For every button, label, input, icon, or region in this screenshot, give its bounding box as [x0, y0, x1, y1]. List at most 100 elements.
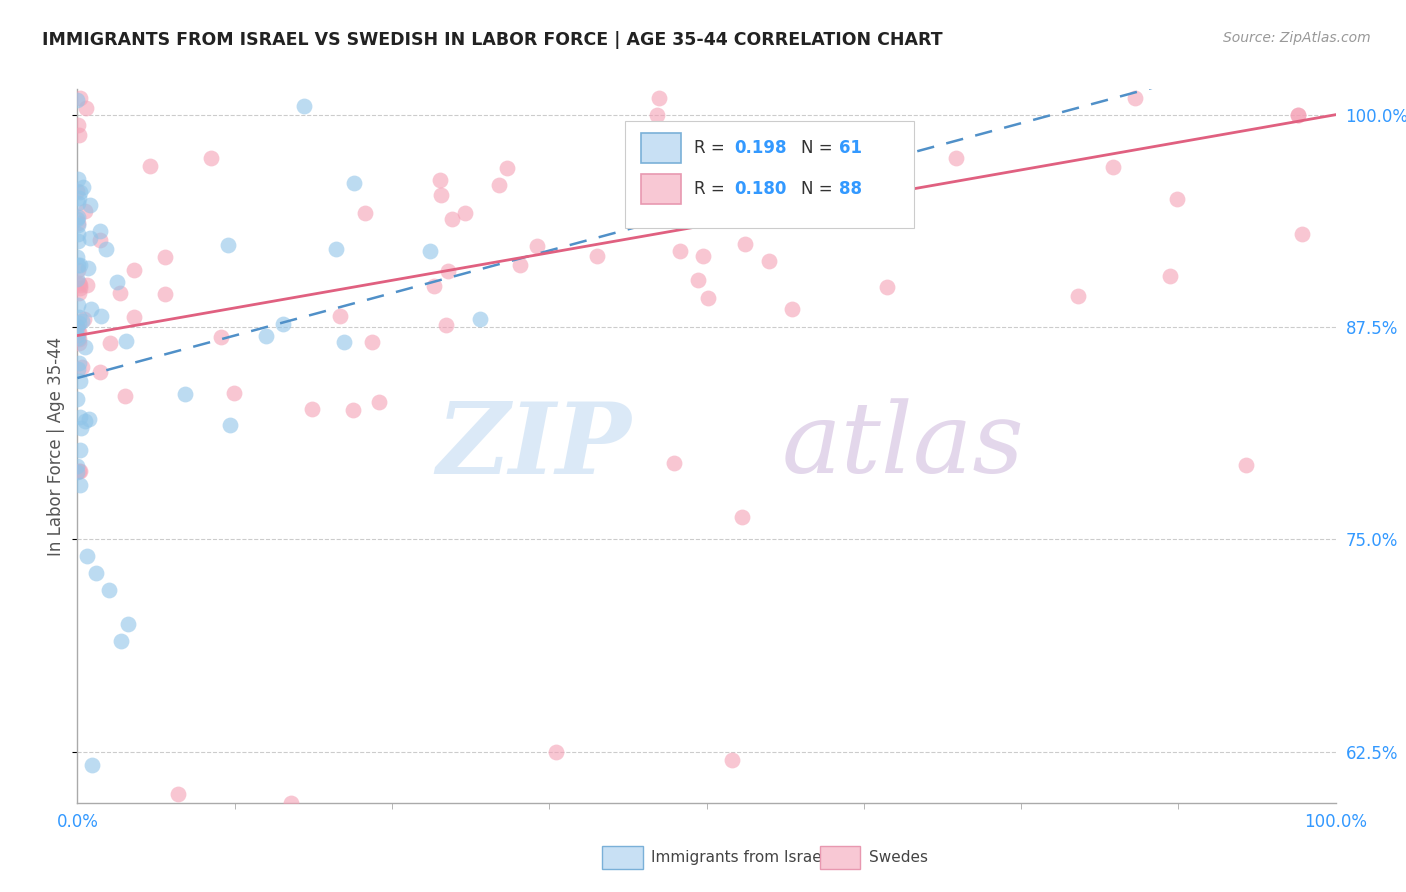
FancyBboxPatch shape [641, 133, 682, 162]
Point [1159, 269, 1181, 284]
Point [66, 327, 89, 342]
Text: 0.198: 0.198 [734, 139, 787, 157]
Point [945, 152, 967, 166]
Point [1166, 192, 1188, 206]
Point [139, 159, 162, 173]
Text: 88: 88 [838, 180, 862, 198]
Point [75, 101, 97, 115]
Text: IMMIGRANTS FROM ISRAEL VS SWEDISH IN LABOR FORCE | AGE 35-44 CORRELATION CHART: IMMIGRANTS FROM ISRAEL VS SWEDISH IN LAB… [42, 31, 943, 49]
Point [271, 317, 294, 331]
Point [67, 361, 90, 376]
Point [429, 173, 451, 187]
Point [75, 414, 97, 428]
Point [69, 478, 91, 492]
Point [468, 311, 491, 326]
Point [790, 128, 813, 142]
Text: Immigrants from Israel: Immigrants from Israel [651, 850, 825, 864]
Point [1286, 108, 1309, 122]
Point [124, 310, 146, 325]
Point [69, 421, 91, 435]
Point [66, 184, 89, 198]
Point [453, 206, 475, 220]
Point [66, 319, 89, 334]
Text: R =: R = [695, 180, 730, 198]
Point [110, 634, 132, 648]
Point [67, 325, 90, 339]
Point [66, 319, 89, 334]
Point [66, 93, 89, 107]
Point [73, 340, 96, 354]
Point [544, 745, 567, 759]
Point [67, 286, 90, 301]
Point [69, 258, 91, 272]
Point [876, 279, 898, 293]
Point [69, 280, 91, 294]
Point [67, 211, 90, 225]
Point [727, 181, 749, 195]
Point [67, 332, 90, 346]
Point [329, 310, 352, 324]
Point [114, 389, 136, 403]
Point [66, 227, 89, 241]
Point [292, 99, 315, 113]
Point [67, 262, 90, 277]
Point [66, 212, 89, 227]
Point [664, 456, 686, 470]
Point [69, 443, 91, 458]
Point [79, 230, 101, 244]
Point [69, 185, 91, 199]
Point [758, 254, 780, 268]
Point [325, 242, 347, 256]
Point [333, 334, 356, 349]
Point [301, 402, 323, 417]
Point [69, 464, 91, 478]
Point [167, 787, 190, 801]
Point [692, 249, 714, 263]
Point [734, 237, 756, 252]
Point [66, 392, 89, 407]
Point [66, 465, 89, 479]
Point [211, 329, 233, 343]
Point [66, 234, 89, 248]
Point [67, 316, 90, 330]
Point [361, 334, 384, 349]
Text: ZIP: ZIP [436, 398, 631, 494]
Point [430, 188, 453, 202]
Point [219, 417, 242, 432]
Point [697, 291, 720, 305]
Point [66, 459, 89, 474]
Point [70, 314, 93, 328]
Point [1123, 91, 1146, 105]
Point [107, 275, 129, 289]
Point [752, 178, 775, 193]
Point [1234, 458, 1257, 472]
Point [153, 250, 176, 264]
Point [79, 198, 101, 212]
Point [440, 211, 463, 226]
Point [98, 335, 121, 350]
Point [423, 279, 446, 293]
Point [72, 179, 94, 194]
Point [75, 203, 97, 218]
Point [676, 129, 699, 144]
Point [69, 91, 91, 105]
Point [69, 464, 91, 478]
Point [526, 239, 548, 253]
Point [67, 196, 90, 211]
Point [89, 233, 111, 247]
Point [69, 409, 91, 424]
Point [173, 387, 195, 401]
Point [89, 224, 111, 238]
Point [114, 334, 136, 348]
Point [80, 302, 103, 317]
Point [648, 91, 671, 105]
Text: 0.180: 0.180 [734, 180, 786, 198]
Point [645, 108, 668, 122]
Point [67, 310, 90, 325]
Point [67, 191, 90, 205]
Point [67, 335, 90, 350]
Point [76, 549, 98, 564]
Point [67, 331, 90, 345]
Point [70, 359, 93, 374]
Text: atlas: atlas [782, 399, 1025, 493]
